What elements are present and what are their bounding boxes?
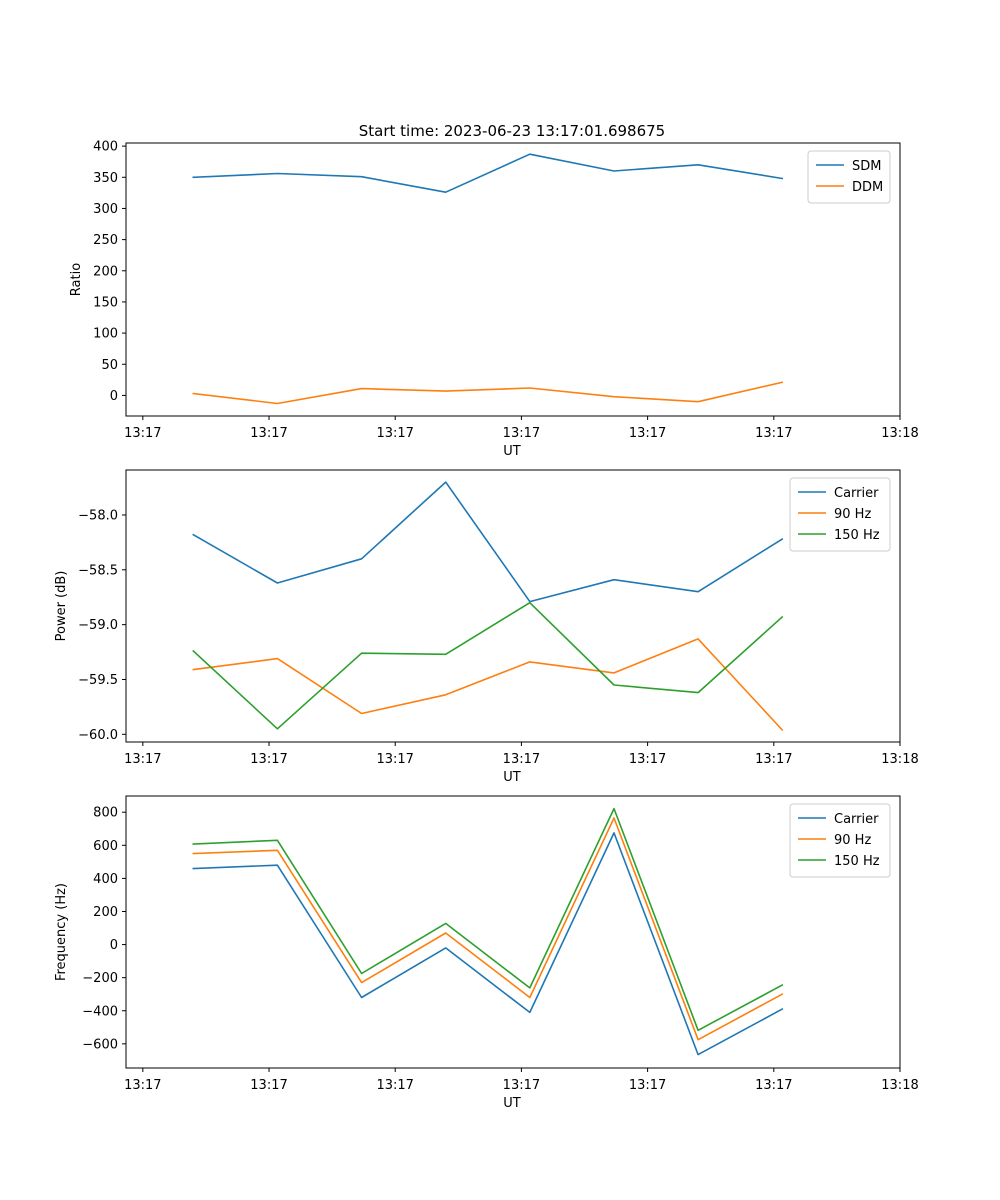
y-tick-label: −400 [82,1004,118,1019]
y-tick-label: 0 [110,389,118,404]
series-line-2 [192,601,784,730]
x-tick-label: 13:18 [881,752,918,767]
y-tick-label: 250 [93,233,118,248]
legend: Carrier 90 Hz 150 Hz [789,477,891,552]
x-tick-label: 13:17 [250,1078,287,1093]
x-tick-label: 13:17 [124,1078,161,1093]
x-tick-label: 13:17 [376,1078,413,1093]
y-tick-label: 200 [93,905,118,920]
y-tick-label: −58.5 [78,563,118,578]
y-axis-label: Ratio [69,263,84,296]
series-line-0 [192,481,784,603]
y-tick-label: −59.5 [78,673,118,688]
x-tick-label: 13:17 [503,1078,540,1093]
x-tick-label: 13:18 [881,426,918,441]
axes-frame [125,795,901,1069]
series-line-0 [192,832,784,1056]
x-tick-label: 13:17 [250,426,287,441]
series-line-1 [192,381,784,405]
y-tick-label: 400 [93,872,118,887]
y-axis-label: Frequency (Hz) [54,883,69,981]
x-tick-label: 13:17 [250,752,287,767]
series-line-2 [192,807,784,1032]
y-tick-label: −58.0 [78,508,118,523]
y-tick-label: 600 [93,839,118,854]
legend-entry: Carrier [834,812,879,827]
figure-title: Start time: 2023-06-23 13:17:01.698675 [359,122,665,140]
x-tick-label: 13:17 [755,426,792,441]
y-tick-label: 50 [101,358,118,373]
legend-box [789,803,891,878]
series-line-1 [192,638,784,732]
legend-entry: 150 Hz [834,528,880,543]
y-tick-label: 800 [93,806,118,821]
y-tick-label: 400 [93,140,118,155]
x-axis-label: UT [503,770,521,785]
y-tick-label: −200 [82,971,118,986]
x-tick-label: 13:17 [503,752,540,767]
series-line-0 [192,153,784,193]
x-axis-label: UT [503,1096,521,1111]
frequency-subplot: 13:17 13:17 13:17 13:17 13:17 13:17 13:18 −600 −… [54,795,919,1111]
y-tick-label: 350 [93,171,118,186]
legend-box [807,150,891,204]
y-tick-label: −60.0 [78,728,118,743]
x-tick-label: 13:17 [503,426,540,441]
y-tick-label: 0 [110,938,118,953]
x-tick-label: 13:17 [124,426,161,441]
y-tick-label: −600 [82,1037,118,1052]
legend-box [789,477,891,552]
legend-entry: SDM [852,159,881,174]
legend-entry: 90 Hz [834,507,871,522]
x-tick-label: 13:17 [376,426,413,441]
y-tick-label: 100 [93,327,118,342]
legend: SDM DDM [807,150,891,204]
power-subplot: 13:17 13:17 13:17 13:17 13:17 13:17 13:18 −60.0… [54,469,919,785]
y-tick-label: −59.0 [78,618,118,633]
y-tick-label: 200 [93,264,118,279]
legend-entry: 90 Hz [834,833,871,848]
x-tick-label: 13:17 [376,752,413,767]
legend-entry: 150 Hz [834,854,880,869]
y-axis-label: Power (dB) [54,571,69,642]
x-tick-label: 13:17 [629,752,666,767]
legend: Carrier 90 Hz 150 Hz [789,803,891,878]
x-tick-label: 13:17 [629,426,666,441]
x-tick-label: 13:18 [881,1078,918,1093]
ratio-subplot: 13:17 13:17 13:17 13:17 13:17 13:17 13:18 0 50 10… [69,140,919,459]
x-tick-label: 13:17 [124,752,161,767]
x-tick-label: 13:17 [629,1078,666,1093]
x-tick-label: 13:17 [755,1078,792,1093]
x-axis-label: UT [503,444,521,459]
y-tick-label: 150 [93,295,118,310]
legend-entry: Carrier [834,486,879,501]
legend-entry: DDM [852,180,883,195]
y-tick-label: 300 [93,202,118,217]
x-tick-label: 13:17 [755,752,792,767]
series-line-1 [192,817,784,1041]
axes-frame [125,469,901,743]
axes-frame [125,142,901,417]
